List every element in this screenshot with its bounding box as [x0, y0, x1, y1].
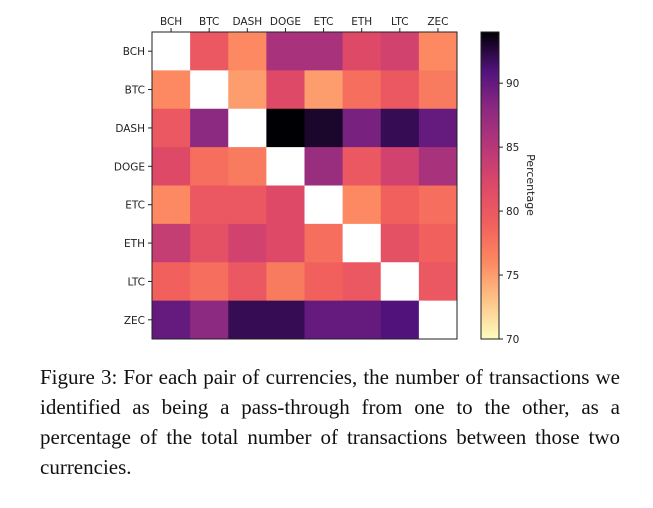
heatmap-cell-bch-dash — [228, 32, 267, 71]
heatmap-cell-eth-doge — [266, 223, 305, 263]
heatmap-cell-btc-zec — [418, 70, 458, 110]
row-label-zec: ZEC — [124, 315, 145, 327]
column-label-bch: BCH — [160, 16, 182, 28]
heatmap-cell-eth-bch — [152, 223, 191, 263]
heatmap-cell-btc-etc — [304, 70, 344, 110]
heatmap-cell-dash-etc — [304, 108, 344, 148]
heatmap-cell-dash-dash — [228, 108, 267, 148]
heatmap-cell-ltc-ltc — [380, 262, 420, 302]
heatmap-cell-dash-doge — [266, 108, 305, 148]
heatmap-cell-etc-etc — [304, 185, 344, 225]
row-label-bch: BCH — [123, 46, 145, 58]
caption-label: Figure 3: — [40, 365, 118, 389]
heatmap-cell-bch-eth — [342, 32, 382, 71]
heatmap-cell-doge-doge — [266, 147, 305, 186]
heatmap-cell-ltc-btc — [190, 262, 229, 302]
heatmap-cell-eth-btc — [190, 223, 229, 263]
heatmap-cell-eth-zec — [418, 223, 458, 263]
heatmap-cell-doge-dash — [228, 147, 267, 186]
heatmap-cell-etc-bch — [152, 185, 191, 225]
heatmap-cell-ltc-doge — [266, 262, 305, 302]
heatmap-cell-zec-dash — [228, 300, 267, 340]
heatmap-cell-btc-eth — [342, 70, 382, 110]
row-label-ltc: LTC — [127, 276, 145, 288]
heatmap-cell-doge-bch — [152, 147, 191, 186]
heatmap-cell-doge-eth — [342, 147, 382, 186]
heatmap-cell-etc-zec — [418, 185, 458, 225]
colorbar-ticks: 70 75 80 85 90 — [499, 78, 519, 346]
heatmap-cell-etc-doge — [266, 185, 305, 225]
heatmap-cell-doge-btc — [190, 147, 229, 186]
colorbar-tick-label: 75 — [506, 270, 519, 282]
figure-caption: Figure 3: For each pair of currencies, th… — [40, 362, 620, 482]
heatmap-cell-ltc-dash — [228, 262, 267, 302]
heatmap-cell-bch-zec — [418, 32, 458, 71]
row-label-eth: ETH — [124, 238, 145, 250]
column-label-btc: BTC — [199, 16, 219, 28]
row-label-btc: BTC — [125, 85, 145, 97]
colorbar-tick-label: 80 — [506, 206, 519, 218]
column-labels: BCH BTC DASH DOGE ETC ETH LTC ZEC — [160, 16, 449, 32]
colorbar-tick-label: 90 — [506, 78, 519, 90]
heatmap-cell-btc-dash — [228, 70, 267, 110]
heatmap-cell-bch-bch — [152, 32, 191, 71]
heatmap-cell-btc-btc — [190, 70, 229, 110]
heatmap-cell-dash-eth — [342, 108, 382, 148]
heatmap-figure: BCH BTC DASH DOGE ETC ETH LTC ZEC BCH BTC DASH DOG… — [114, 16, 537, 346]
heatmap-cell-etc-btc — [190, 185, 229, 225]
heatmap-cell-btc-ltc — [380, 70, 420, 110]
heatmap-cell-eth-eth — [342, 223, 382, 263]
heatmap-cell-ltc-etc — [304, 262, 344, 302]
heatmap-cell-zec-bch — [152, 300, 191, 340]
heatmap-cell-zec-ltc — [380, 300, 420, 340]
heatmap-cell-zec-zec — [418, 300, 458, 340]
heatmap-cell-doge-ltc — [380, 147, 420, 186]
heatmap-cell-eth-ltc — [380, 223, 420, 263]
column-label-eth: ETH — [351, 16, 372, 28]
heatmap-cell-zec-doge — [266, 300, 305, 340]
heatmap-cell-eth-dash — [228, 223, 267, 263]
heatmap-cell-eth-etc — [304, 223, 344, 263]
column-label-ltc: LTC — [391, 16, 409, 28]
heatmap-cell-bch-ltc — [380, 32, 420, 71]
heatmap-cell-dash-zec — [418, 108, 458, 148]
heatmap-cell-etc-ltc — [380, 185, 420, 225]
row-label-etc: ETC — [125, 200, 145, 212]
heatmap-cell-zec-btc — [190, 300, 229, 340]
row-labels: BCH BTC DASH DOGE ETC ETH LTC ZEC — [114, 46, 152, 327]
heatmap-cell-zec-eth — [342, 300, 382, 340]
heatmap-cell-zec-etc — [304, 300, 344, 340]
heatmap-cell-etc-dash — [228, 185, 267, 225]
heatmap-cell-etc-eth — [342, 185, 382, 225]
heatmap-cell-dash-ltc — [380, 108, 420, 148]
heatmap-cell-doge-etc — [304, 147, 344, 186]
heatmap-cell-doge-zec — [418, 147, 458, 186]
colorbar-tick-label: 70 — [506, 334, 519, 346]
heatmap-cell-dash-bch — [152, 108, 191, 148]
heatmap-frame — [151, 31, 458, 340]
heatmap-cell-ltc-zec — [418, 262, 458, 302]
row-label-doge: DOGE — [114, 161, 145, 173]
heatmap-cell-btc-bch — [152, 70, 191, 110]
column-label-dash: DASH — [232, 16, 262, 28]
heatmap-cells — [152, 32, 458, 340]
colorbar-label: Percentage — [524, 154, 537, 216]
heatmap-cell-ltc-bch — [152, 262, 191, 302]
colorbar-tick-label: 85 — [506, 142, 519, 154]
heatmap-cell-bch-etc — [304, 32, 344, 71]
heatmap-cell-bch-doge — [266, 32, 305, 71]
heatmap-cell-dash-btc — [190, 108, 229, 148]
colorbar — [480, 31, 500, 340]
caption-text: For each pair of currencies, the number … — [40, 365, 620, 479]
heatmap-cell-bch-btc — [190, 32, 229, 71]
heatmap-cell-btc-doge — [266, 70, 305, 110]
row-label-dash: DASH — [115, 123, 145, 135]
column-label-zec: ZEC — [427, 16, 448, 28]
column-label-etc: ETC — [314, 16, 334, 28]
column-label-doge: DOGE — [270, 16, 301, 28]
heatmap-cell-ltc-eth — [342, 262, 382, 302]
